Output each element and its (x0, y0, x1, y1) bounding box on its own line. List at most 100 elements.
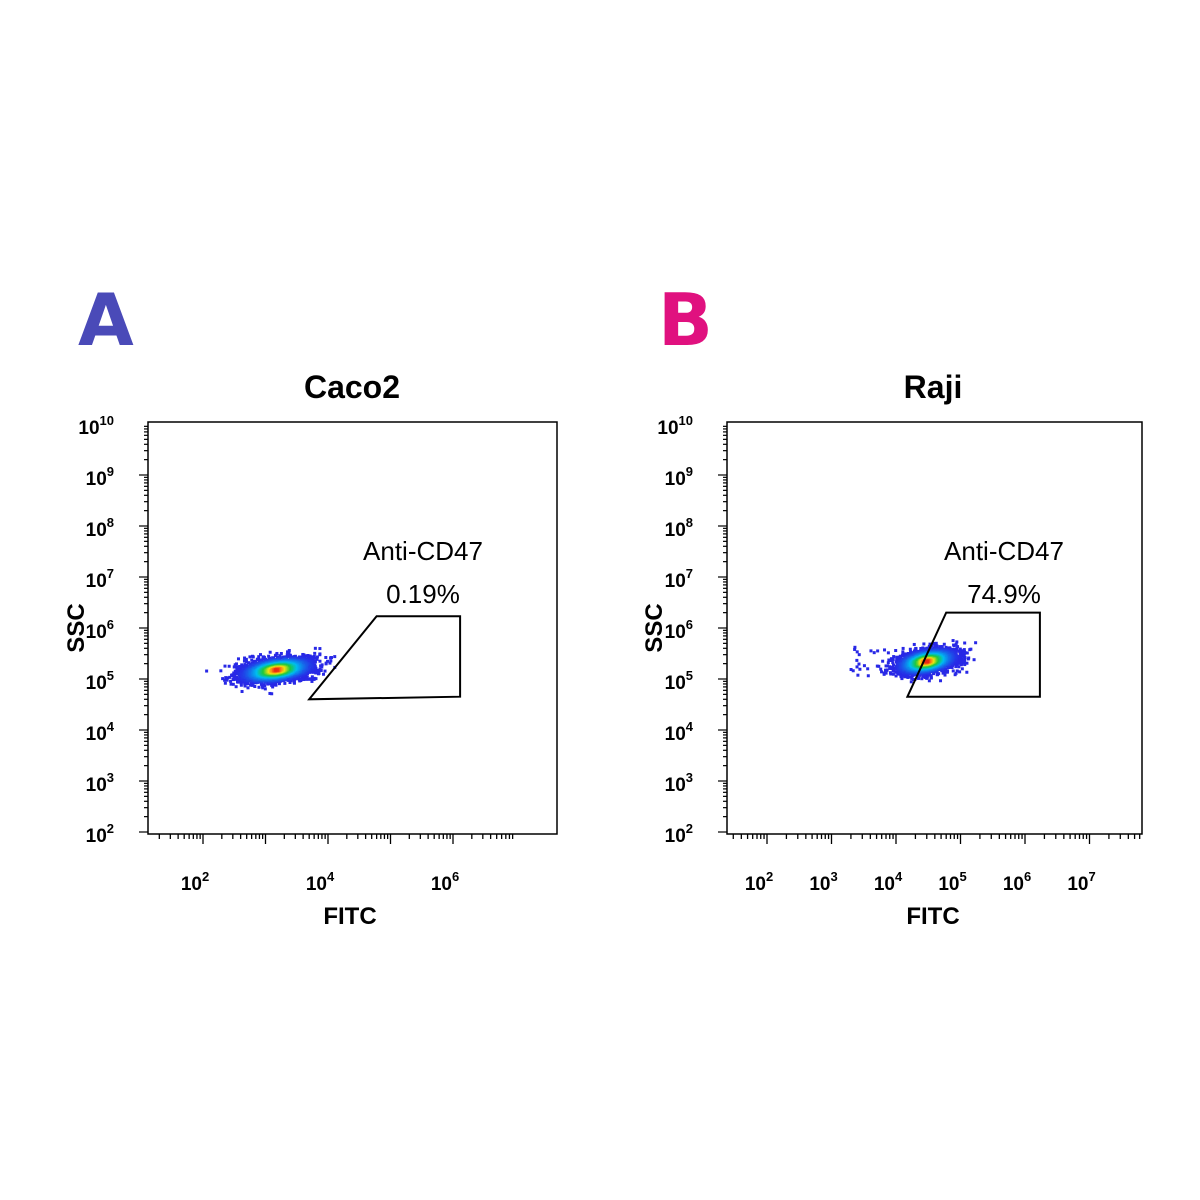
event-dot (279, 651, 283, 655)
gate-name: Anti-CD47 (363, 536, 483, 566)
event-dot (940, 645, 944, 649)
x-tick-label: 106 (431, 869, 459, 895)
event-dot (243, 678, 247, 682)
event-dot (938, 645, 942, 649)
event-dot (307, 660, 311, 664)
event-dot (243, 675, 247, 679)
event-dot (960, 659, 964, 663)
event-dot (296, 657, 300, 661)
event-dot (232, 674, 236, 678)
event-dot (888, 666, 892, 670)
event-dot (329, 656, 333, 660)
event-dot (855, 650, 859, 654)
event-dot (250, 683, 254, 687)
event-dot (285, 653, 289, 657)
event-dot (259, 653, 263, 657)
event-dot (268, 650, 272, 654)
event-dot (313, 646, 317, 650)
event-dot (304, 677, 308, 681)
event-dot (310, 679, 314, 683)
event-dot (251, 655, 255, 659)
event-dot (313, 665, 317, 669)
event-dot (944, 670, 948, 674)
event-dot (957, 657, 961, 661)
event-dot (957, 661, 961, 665)
event-dot (900, 677, 904, 681)
event-dot (318, 667, 322, 671)
event-dot (894, 674, 898, 678)
x-tick-label: 105 (938, 869, 966, 895)
event-dot (314, 671, 318, 675)
event-dot (933, 642, 937, 646)
event-dot (271, 685, 275, 689)
event-dot (963, 641, 967, 645)
event-dot (953, 658, 957, 662)
event-dot (261, 686, 265, 690)
event-dot (240, 672, 244, 676)
event-dot (956, 645, 960, 649)
event-dot (895, 667, 899, 671)
event-dot (268, 691, 272, 695)
event-dot (955, 659, 959, 663)
event-dot (234, 685, 238, 689)
event-dot (886, 664, 890, 668)
event-dot (267, 654, 271, 658)
event-dot (240, 664, 244, 668)
event-dot (257, 655, 261, 659)
x-tick-label: 104 (874, 869, 903, 895)
event-dot (244, 665, 248, 669)
event-dot (869, 649, 873, 653)
y-tick-label: 103 (86, 770, 114, 796)
event-dot (877, 664, 881, 668)
event-dot (968, 648, 972, 652)
y-tick-label: 105 (665, 668, 693, 694)
y-tick-label: 103 (665, 770, 693, 796)
chart-title: Caco2 (304, 369, 400, 405)
event-dot (951, 669, 955, 673)
event-dot (322, 672, 326, 676)
event-dot (243, 656, 247, 660)
event-dot (955, 669, 959, 673)
event-dot (942, 642, 946, 646)
event-dot (219, 669, 223, 673)
y-tick-label: 102 (86, 821, 114, 847)
event-dot (929, 674, 933, 678)
event-dot (303, 654, 307, 658)
event-dot (959, 654, 963, 658)
event-dot (965, 661, 969, 665)
event-dot (275, 651, 279, 655)
plot-frame (726, 421, 1143, 835)
event-dot (246, 686, 250, 690)
panel-label-b: B (658, 278, 713, 362)
event-dot (918, 649, 922, 653)
event-dot (329, 659, 333, 663)
event-dot (248, 662, 252, 666)
chart-title: Raji (904, 369, 963, 405)
gate-polygon[interactable] (307, 615, 462, 701)
event-dot (906, 675, 910, 679)
event-dot (279, 656, 283, 660)
event-dot (229, 682, 233, 686)
event-dot (952, 644, 956, 648)
event-dot (896, 672, 900, 676)
event-dot (927, 679, 931, 683)
event-dot (960, 667, 964, 671)
event-dot (955, 640, 959, 644)
y-tick-label: 109 (86, 464, 114, 490)
event-dot (310, 657, 314, 661)
event-dot (957, 660, 961, 664)
event-dot (935, 644, 939, 648)
event-dot (292, 673, 296, 677)
event-dot (307, 669, 311, 673)
event-dot (906, 651, 910, 655)
event-dot (223, 678, 227, 682)
event-dot (223, 664, 227, 668)
x-tick-label: 104 (306, 869, 335, 895)
event-dot (242, 666, 246, 670)
event-dot (884, 671, 888, 675)
event-dot (914, 647, 918, 651)
event-dot (961, 654, 965, 658)
event-dot (271, 683, 275, 687)
event-dot (233, 673, 237, 677)
event-dot (221, 677, 225, 681)
